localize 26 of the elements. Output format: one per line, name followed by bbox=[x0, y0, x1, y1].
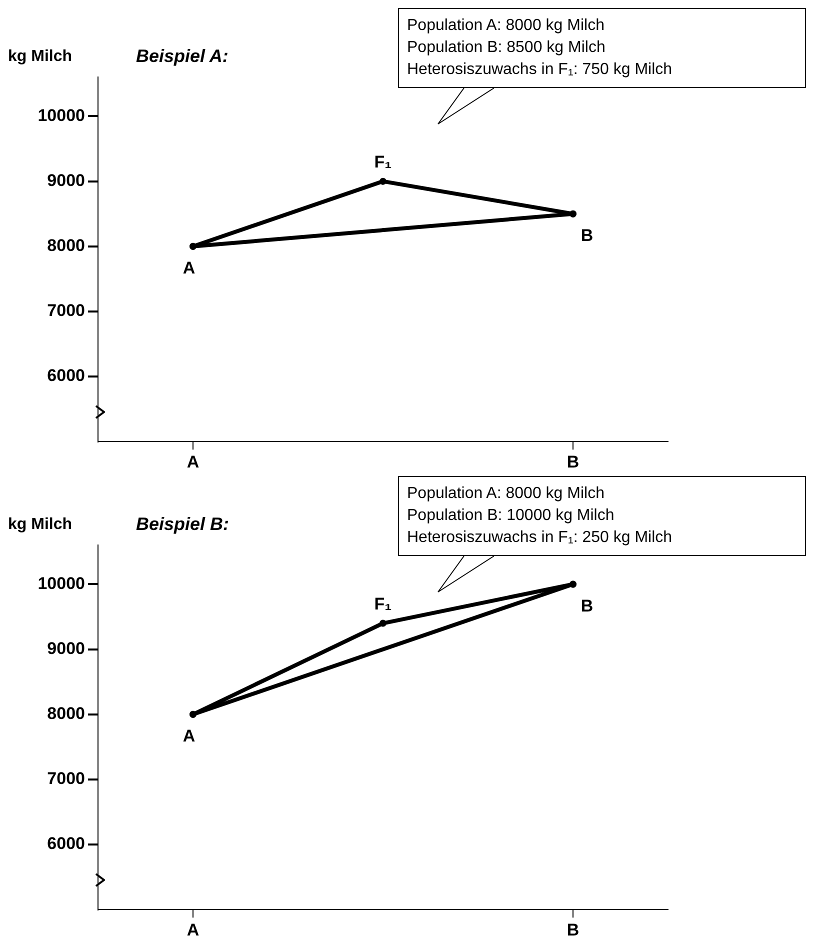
text: Population B: 10000 kg Milch bbox=[407, 506, 616, 526]
text: Population B: 8500 kg Milch bbox=[407, 38, 606, 58]
y-tick-label: 6000 bbox=[47, 834, 85, 854]
y-axis-title: kg Milch bbox=[8, 48, 72, 66]
text: Population A: 8000 kg Milch bbox=[407, 484, 606, 504]
data-label: F₁ bbox=[374, 594, 392, 614]
y-tick-label: 10000 bbox=[38, 574, 85, 593]
y-tick-label: 7000 bbox=[47, 769, 85, 788]
y-tick-label: 8000 bbox=[47, 236, 85, 256]
chart-title: Beispiel A: bbox=[136, 46, 228, 67]
annotation: Heterosiszuwachs in F₁: 750 kg Milch bbox=[407, 60, 674, 80]
y-axis-title: kg Milch bbox=[8, 516, 72, 534]
y-tick-label: 8000 bbox=[47, 704, 85, 724]
data-label: A bbox=[182, 258, 196, 278]
data-label: B bbox=[580, 596, 594, 616]
chart-title: Beispiel B: bbox=[136, 514, 230, 535]
data-label: A bbox=[182, 726, 196, 746]
y-tick-label: 10000 bbox=[38, 106, 85, 125]
y-tick-label: 7000 bbox=[47, 301, 85, 320]
text: Population A: 8000 kg Milch bbox=[407, 16, 606, 36]
y-tick-label: 9000 bbox=[47, 639, 85, 658]
data-label: B bbox=[580, 226, 594, 246]
y-tick-label: 6000 bbox=[47, 366, 85, 386]
y-tick-label: 9000 bbox=[47, 171, 85, 190]
annotation: Heterosiszuwachs in F₁: 250 kg Milch bbox=[407, 528, 674, 548]
data-label: F₁ bbox=[374, 152, 392, 172]
